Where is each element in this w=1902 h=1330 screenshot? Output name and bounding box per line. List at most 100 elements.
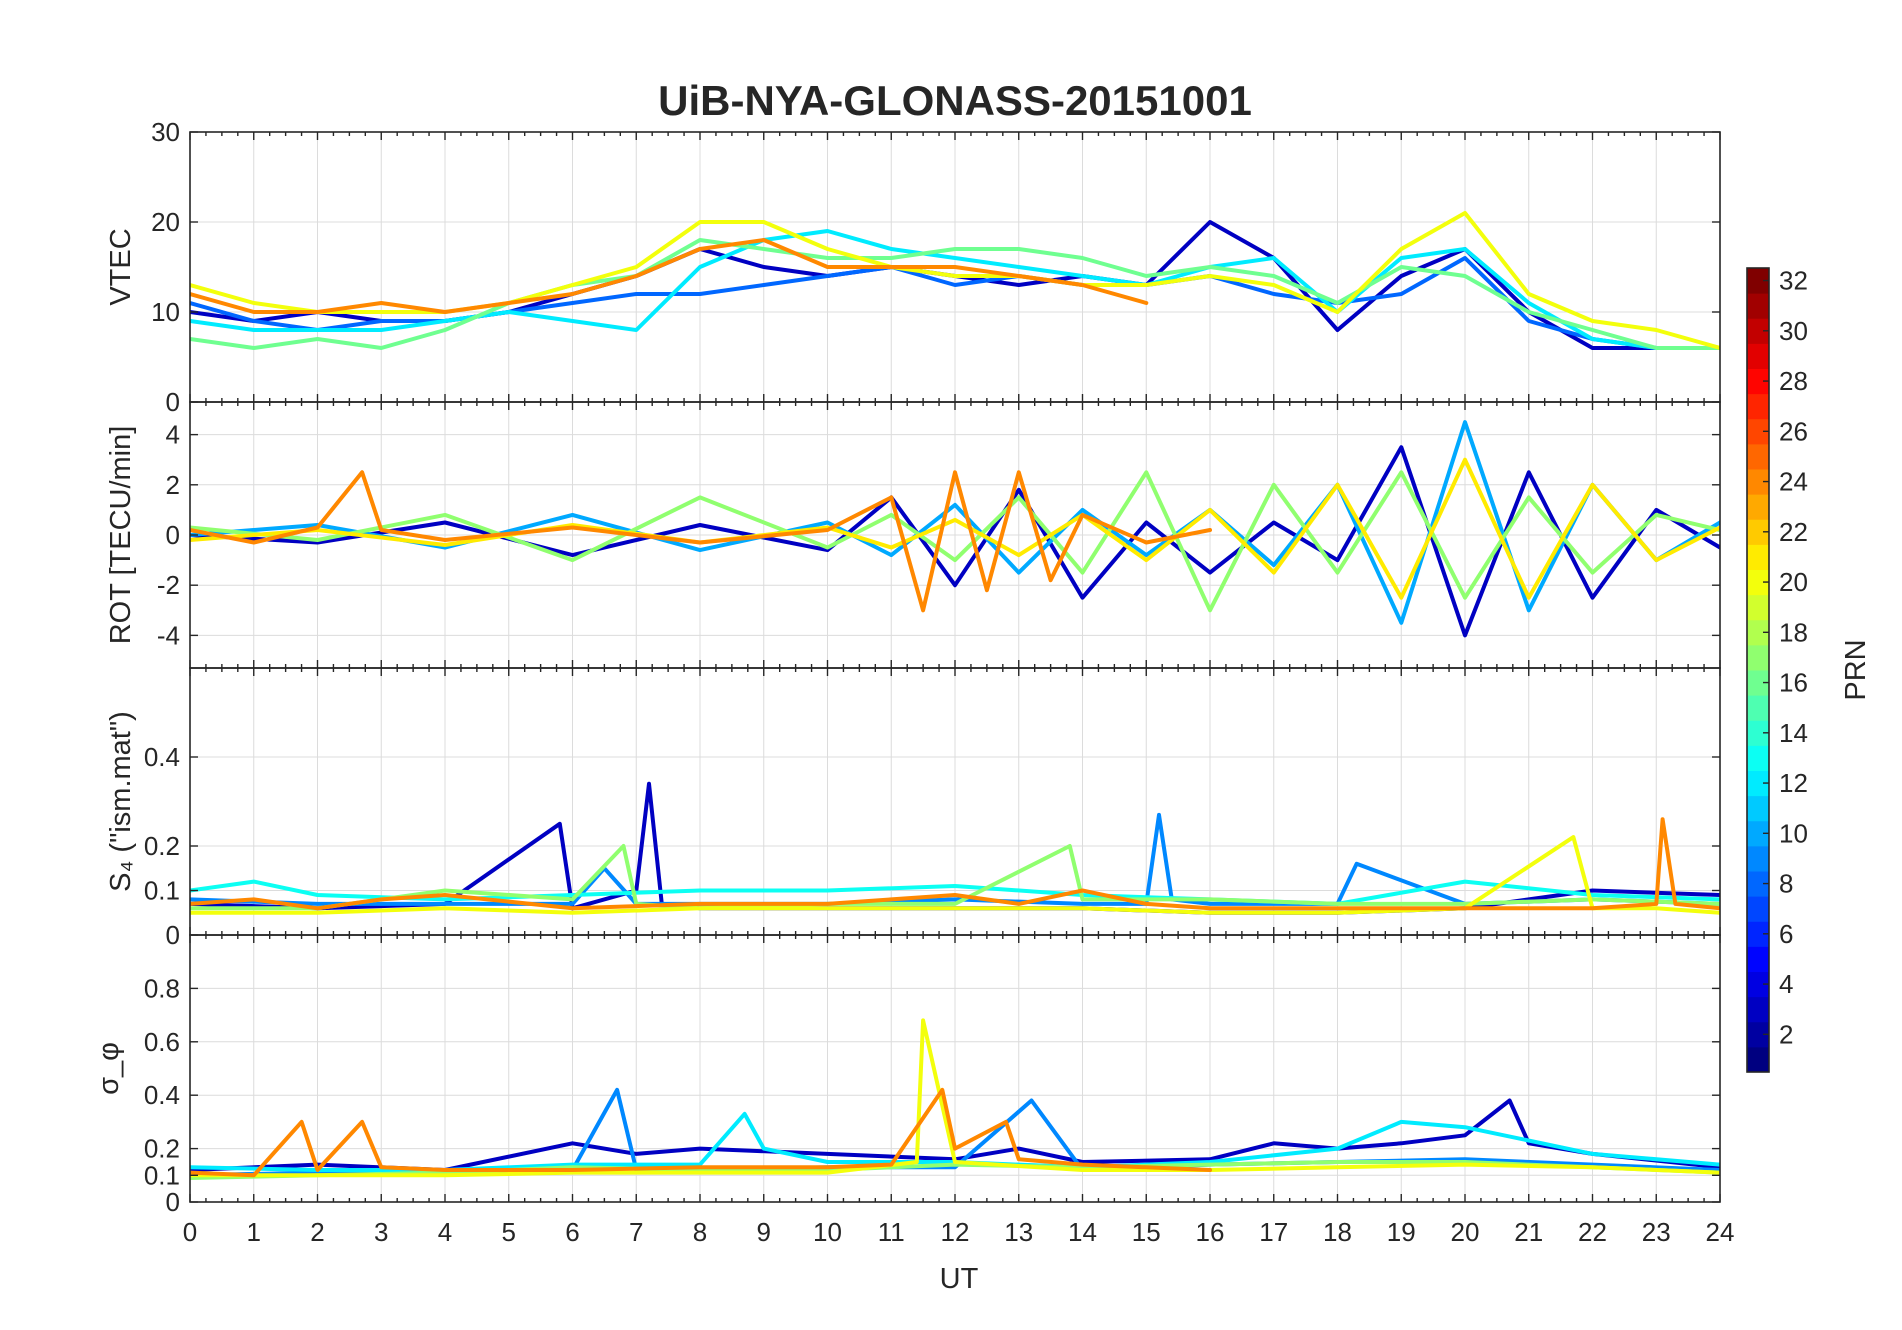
- x-tick-label: 2: [310, 1217, 324, 1247]
- x-tick-label: 9: [757, 1217, 771, 1247]
- colorbar-segment: [1747, 795, 1769, 822]
- x-tick-label: 23: [1642, 1217, 1671, 1247]
- x-tick-label: 1: [247, 1217, 261, 1247]
- x-tick-label: 14: [1068, 1217, 1097, 1247]
- colorbar-tick-label: 20: [1779, 567, 1808, 597]
- x-tick-label: 20: [1451, 1217, 1480, 1247]
- x-tick-label: 21: [1514, 1217, 1543, 1247]
- colorbar-segment: [1747, 745, 1769, 771]
- y-axis-label: σ_φ: [93, 1042, 125, 1095]
- colorbar-tick-label: 30: [1779, 316, 1808, 346]
- panel-1: 0 10 20 30 VTEC: [105, 117, 1721, 417]
- y-tick-label: -2: [157, 570, 180, 600]
- colorbar-segment: [1747, 418, 1769, 445]
- colorbar-segment: [1747, 393, 1769, 420]
- series-prn-20: [190, 1018, 1720, 1178]
- x-tick-label: 11: [878, 1217, 905, 1247]
- x-tick-label: 19: [1387, 1217, 1416, 1247]
- colorbar-tick-label: 18: [1779, 617, 1808, 647]
- colorbar-frame: [1746, 267, 1770, 1073]
- colorbar-segment: [1747, 845, 1769, 872]
- colorbar-segment: [1747, 644, 1769, 671]
- y-tick-label: 0: [166, 1187, 180, 1217]
- x-tick-label: 12: [941, 1217, 970, 1247]
- series-prn-13: [190, 879, 1720, 906]
- series-prn-3: [190, 1098, 1720, 1172]
- colorbar-tick-label: 26: [1779, 416, 1808, 446]
- x-tick-label: 0: [183, 1217, 197, 1247]
- x-tick-label: 13: [1004, 1217, 1033, 1247]
- series-group: [190, 420, 1720, 638]
- colorbar-segment: [1747, 946, 1769, 972]
- y-tick-label: 0.4: [144, 1080, 180, 1110]
- x-tick-label: 24: [1706, 1217, 1735, 1247]
- series-prn-24: [190, 470, 1212, 613]
- series-prn-17: [190, 470, 1720, 613]
- colorbar-segment: [1747, 519, 1769, 545]
- colorbar-tick-label: 12: [1779, 768, 1808, 798]
- x-tick-label: 8: [693, 1217, 707, 1247]
- x-tick-labels: 0 1 2 3 4 5 6 7 8 9 10 11 12 13 14 15 16 17 18 19 20 21 22 23 24: [183, 1217, 1735, 1247]
- y-tick-label: 0.1: [144, 1160, 180, 1190]
- colorbar-segment: [1747, 1021, 1769, 1048]
- y-tick-label: 0.2: [144, 831, 180, 861]
- x-tick-label: 17: [1259, 1217, 1288, 1247]
- series-prn-9: [190, 812, 1720, 906]
- y-tick-label: 4: [166, 420, 180, 450]
- series-group: [190, 1018, 1720, 1180]
- colorbar-segment: [1747, 820, 1769, 847]
- colorbar-segment: [1747, 494, 1769, 520]
- colorbar-tick-label: 24: [1779, 467, 1808, 497]
- y-tick-label: 0: [166, 520, 180, 550]
- colorbar-segment: [1747, 469, 1769, 495]
- colorbar-segment: [1747, 770, 1769, 797]
- colorbar-tick-label: 28: [1779, 366, 1808, 396]
- y-tick-label: 10: [151, 297, 180, 327]
- colorbar-tick-label: 22: [1779, 517, 1808, 547]
- colorbar-segment: [1747, 670, 1769, 696]
- colorbar-segment: [1747, 443, 1769, 470]
- series-prn-20: [190, 835, 1720, 915]
- x-tick-label: 18: [1323, 1217, 1352, 1247]
- x-tick-label: 4: [438, 1217, 452, 1247]
- x-axis-label: UT: [940, 1263, 979, 1295]
- colorbar-segment: [1747, 594, 1769, 621]
- series-prn-24: [190, 1087, 1212, 1178]
- panel-4: 00.10.2 0.4 0.6 0.8 σ_φ: [93, 934, 1721, 1217]
- y-tick-label: 0.2: [144, 1134, 180, 1164]
- colorbar-segment: [1747, 343, 1769, 369]
- colorbar-tick-label: 10: [1779, 818, 1808, 848]
- colorbar-tick-label: 2: [1779, 1019, 1793, 1049]
- colorbar-segment: [1747, 268, 1769, 294]
- colorbar-tick-label: 32: [1779, 266, 1808, 296]
- series-prn-17: [190, 844, 1720, 911]
- colorbar-segment: [1747, 544, 1769, 570]
- y-tick-label: -4: [157, 620, 180, 650]
- series-prn-21: [190, 457, 1720, 600]
- colorbar-label: PRN: [1840, 639, 1872, 700]
- y-tick-label: 2: [166, 470, 180, 500]
- y-tick-label: 0.8: [144, 973, 180, 1003]
- panel-2: -4 -2 0 2 4 ROT [TECU/min]: [105, 401, 1721, 669]
- panel-3: 0 0.1 0.2 0.4S₄ ("ism.mat"): [105, 667, 1721, 950]
- chart-title: UiB-NYA-GLONASS-20151001: [658, 77, 1252, 124]
- series-prn-24: [190, 817, 1720, 911]
- series-group: [190, 211, 1720, 350]
- colorbar-tick-label: 14: [1779, 718, 1808, 748]
- colorbar-segment: [1747, 896, 1769, 922]
- series-prn-24: [190, 238, 1149, 314]
- colorbar-segment: [1747, 921, 1769, 947]
- x-tick-label: 7: [629, 1217, 643, 1247]
- colorbar-segment: [1747, 569, 1769, 596]
- x-tick-label: 15: [1132, 1217, 1161, 1247]
- y-tick-label: 0.4: [144, 742, 180, 772]
- series-prn-12: [190, 229, 1720, 350]
- x-tick-label: 6: [565, 1217, 579, 1247]
- colorbar-tick-label: 6: [1779, 919, 1793, 949]
- colorbar-segment: [1747, 368, 1769, 395]
- x-tick-label: 16: [1196, 1217, 1225, 1247]
- colorbar-segment: [1747, 293, 1769, 319]
